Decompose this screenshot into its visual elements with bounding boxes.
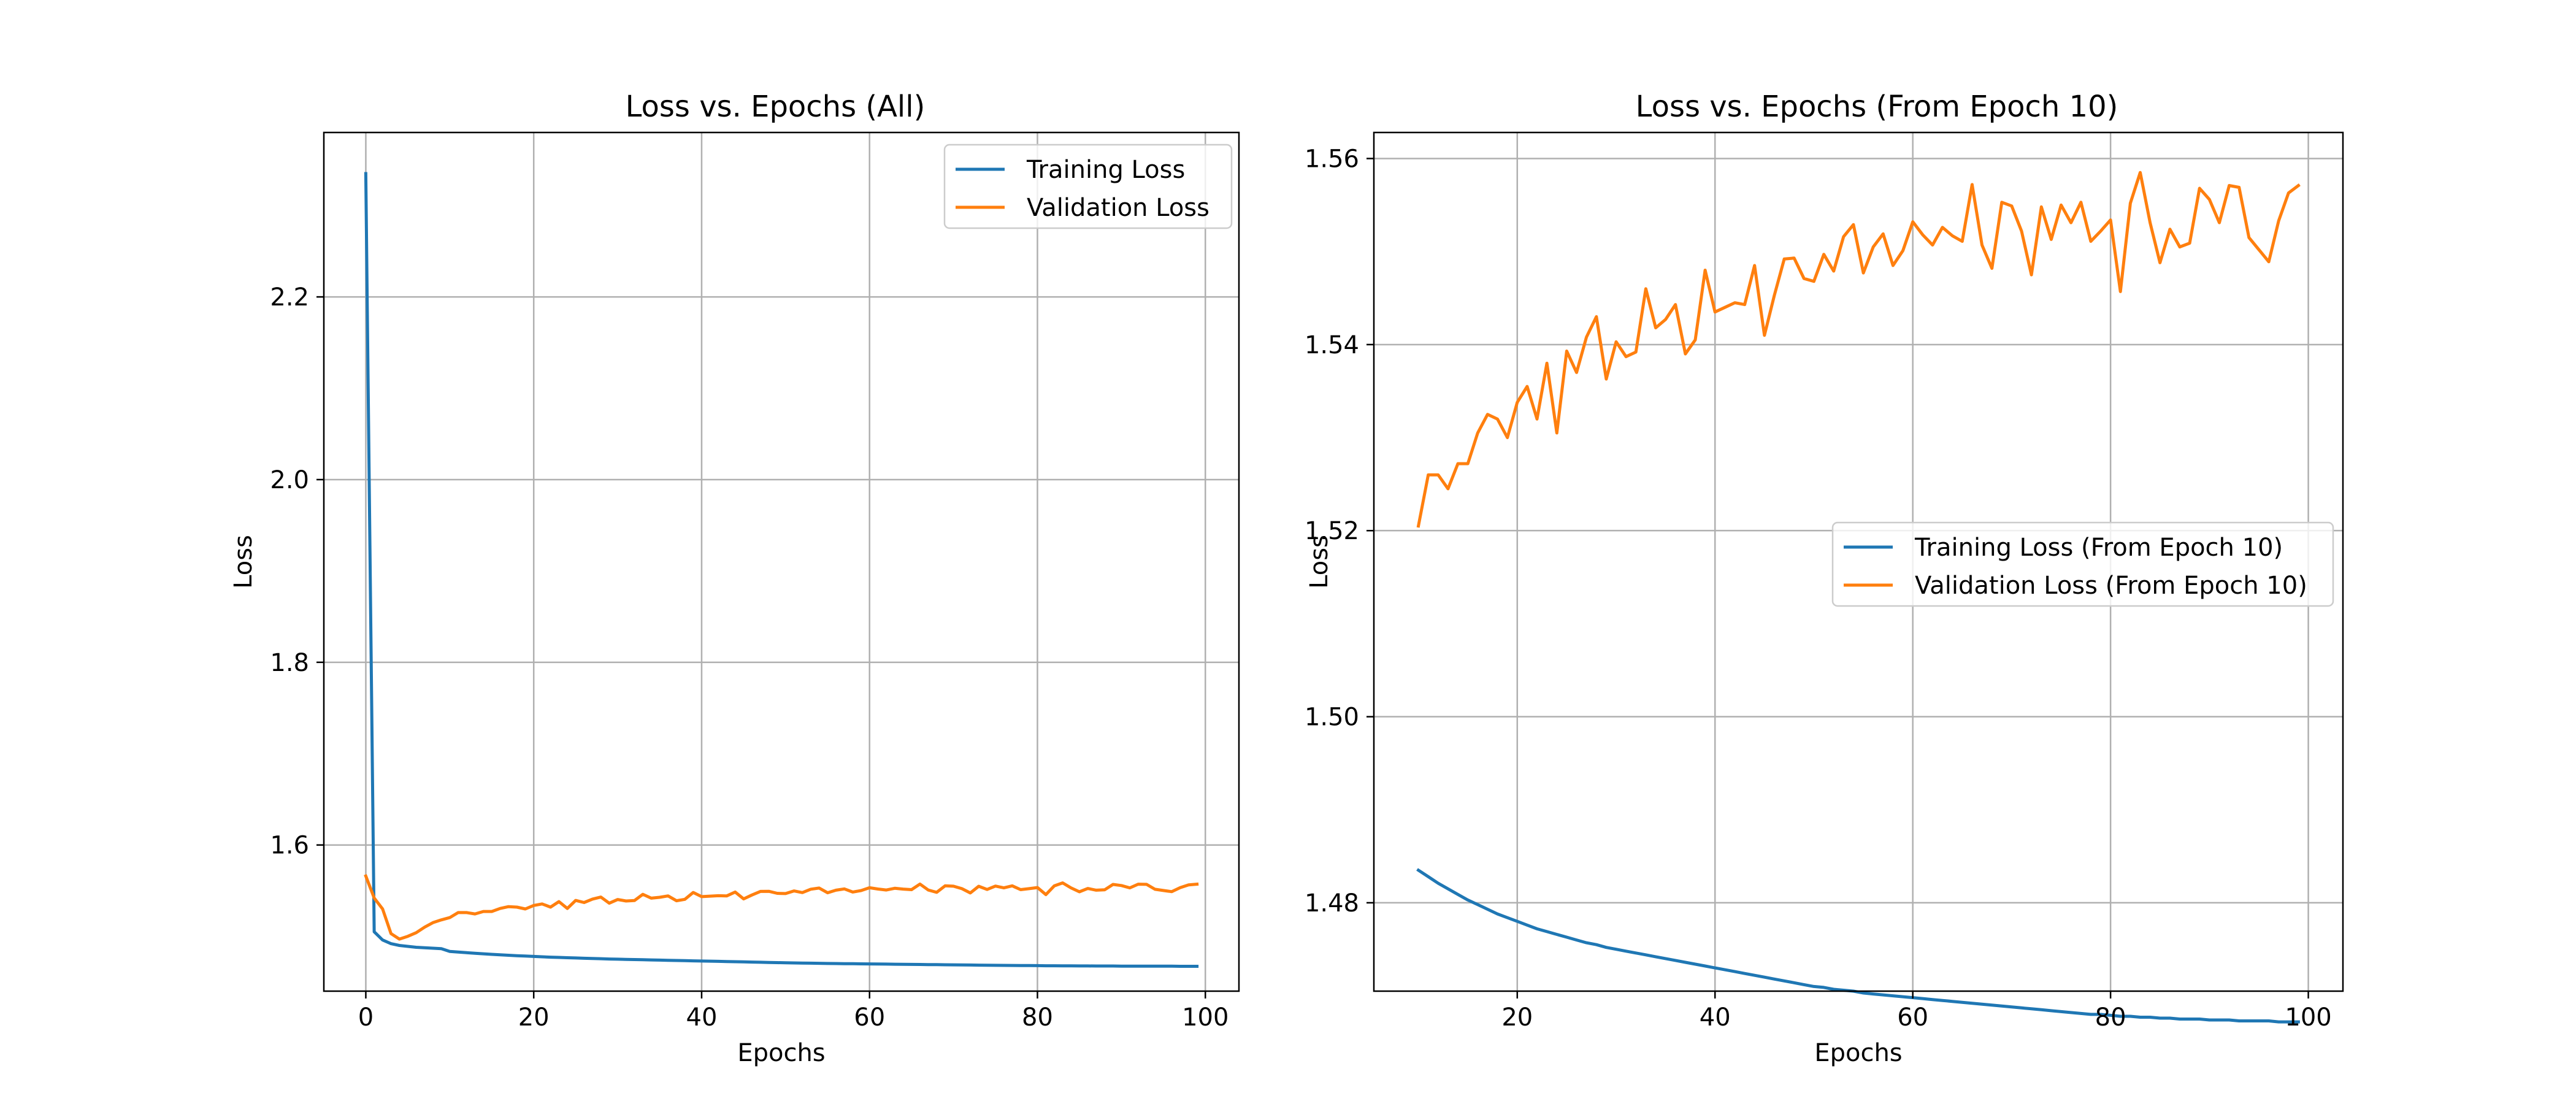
y-tick-label: 1.56 <box>1305 145 1359 173</box>
x-tick-label: 0 <box>358 1003 374 1032</box>
series-lines <box>364 172 1199 968</box>
x-tick-label: 80 <box>2095 1003 2126 1032</box>
legend-box <box>1831 521 2334 607</box>
x-tick-label: 60 <box>854 1003 885 1032</box>
series-lines <box>1416 171 2301 1024</box>
legend-label: Training Loss (From Epoch 10) <box>1914 534 2283 562</box>
x-tick-label: 40 <box>686 1003 718 1032</box>
y-tick-label: 1.8 <box>270 649 309 677</box>
legend-box <box>943 144 1233 229</box>
y-tick-label: 1.50 <box>1305 703 1359 732</box>
axis-ticks: 20 40 60 80 100 1.48 1.50 1.52 1.54 1.56 <box>1305 145 2332 1032</box>
subplot-all: Loss vs. Epochs (All) 0 20 40 60 80 100 1.6 1.8… <box>229 90 1240 1067</box>
subplot-from-epoch-10: Loss vs. Epochs (From Epoch 10) 20 40 60 80… <box>1305 90 2344 1067</box>
y-tick-label: 1.52 <box>1305 517 1359 545</box>
series-line-validation-loss <box>1416 171 2301 528</box>
series-line-training-loss <box>1416 868 2300 1024</box>
y-tick-label: 2.0 <box>270 466 309 494</box>
legend-label: Training Loss <box>1026 156 1185 184</box>
x-tick-label: 20 <box>1501 1003 1533 1032</box>
series-line-training-loss <box>364 172 1199 968</box>
chart-title: Loss vs. Epochs (From Epoch 10) <box>1636 90 2118 124</box>
grid <box>324 132 1239 991</box>
y-axis-label: Loss <box>1305 535 1333 589</box>
y-axis-label: Loss <box>229 535 258 589</box>
series-line-validation-loss <box>364 874 1199 941</box>
y-tick-label: 1.6 <box>270 832 309 860</box>
x-axis-label: Epochs <box>737 1039 825 1067</box>
x-axis-label: Epochs <box>1814 1039 1902 1067</box>
chart-title: Loss vs. Epochs (All) <box>626 90 926 124</box>
plot-frame <box>323 131 1240 992</box>
y-tick-label: 1.54 <box>1305 331 1359 359</box>
y-tick-label: 1.48 <box>1305 889 1359 918</box>
x-tick-label: 100 <box>1182 1003 1229 1032</box>
legend-label: Validation Loss (From Epoch 10) <box>1915 572 2307 600</box>
legend-label: Validation Loss <box>1027 194 1209 222</box>
x-tick-label: 80 <box>1022 1003 1053 1032</box>
x-tick-label: 40 <box>1700 1003 1731 1032</box>
x-tick-label: 20 <box>518 1003 550 1032</box>
legend: Training Loss Validation Loss <box>943 144 1233 229</box>
x-tick-label: 100 <box>2285 1003 2331 1032</box>
x-tick-label: 60 <box>1897 1003 1928 1032</box>
plot-frame <box>1373 131 2344 992</box>
y-tick-label: 2.2 <box>270 283 309 312</box>
axis-ticks: 0 20 40 60 80 100 1.6 1.8 2.0 2.2 <box>270 283 1229 1032</box>
legend: Training Loss (From Epoch 10) Validation … <box>1831 521 2334 607</box>
